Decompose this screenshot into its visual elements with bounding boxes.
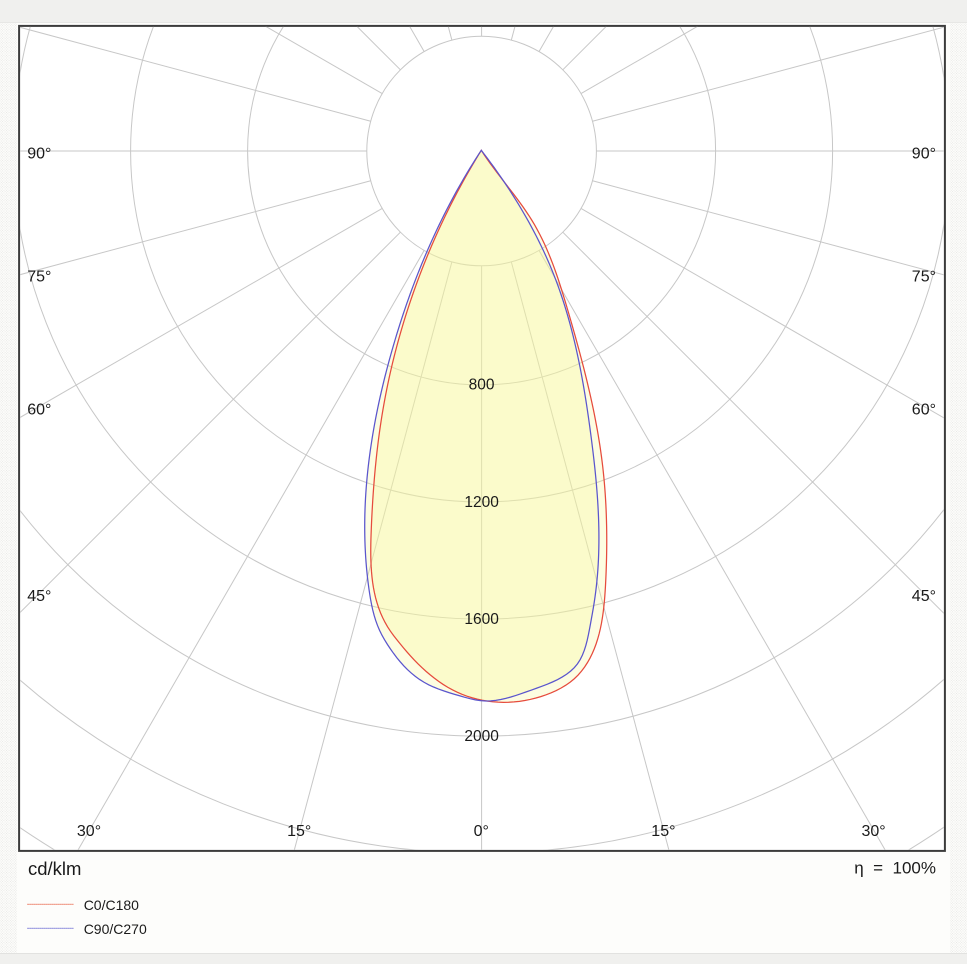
svg-text:60°: 60° bbox=[27, 401, 51, 418]
svg-text:1200: 1200 bbox=[464, 494, 499, 511]
svg-text:2000: 2000 bbox=[464, 728, 499, 745]
svg-text:cd/klm: cd/klm bbox=[28, 858, 81, 879]
svg-text:60°: 60° bbox=[912, 401, 936, 418]
svg-text:1600: 1600 bbox=[464, 611, 499, 628]
svg-text:75°: 75° bbox=[912, 268, 936, 285]
svg-text:0°: 0° bbox=[474, 823, 489, 840]
svg-text:90°: 90° bbox=[27, 145, 51, 162]
svg-text:45°: 45° bbox=[27, 588, 51, 605]
svg-text:800: 800 bbox=[469, 377, 495, 394]
svg-text:C0/C180: C0/C180 bbox=[84, 897, 139, 913]
svg-text:15°: 15° bbox=[287, 823, 311, 840]
svg-text:90°: 90° bbox=[912, 145, 936, 162]
svg-text:30°: 30° bbox=[77, 823, 101, 840]
svg-text:C90/C270: C90/C270 bbox=[84, 921, 147, 937]
svg-text:75°: 75° bbox=[27, 268, 51, 285]
svg-text:30°: 30° bbox=[861, 823, 885, 840]
svg-text:15°: 15° bbox=[651, 823, 675, 840]
svg-text:45°: 45° bbox=[912, 588, 936, 605]
svg-text:η = 100%: η = 100% bbox=[854, 859, 936, 878]
